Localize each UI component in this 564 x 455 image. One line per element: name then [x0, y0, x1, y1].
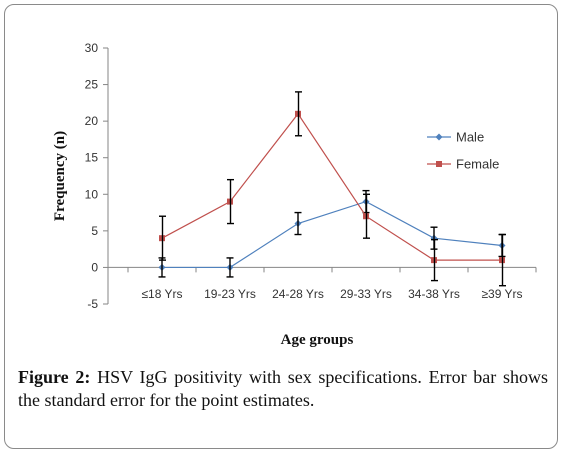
x-tick-label: 19-23 Yrs: [204, 287, 256, 301]
female-error-bar: [295, 91, 302, 137]
female-error-bar: [227, 178, 234, 225]
y-tick-label: 5: [91, 224, 98, 238]
y-tick-label: 25: [85, 78, 99, 92]
legend-item-male: Male: [427, 130, 484, 145]
y-tick-label: 15: [85, 151, 99, 165]
caption-text: HSV IgG positivity with sex specificatio…: [18, 367, 549, 410]
x-tick-label: 34-38 Yrs: [408, 287, 460, 301]
female-error-bar: [499, 233, 506, 287]
x-tick-label: 24-28 Yrs: [272, 287, 324, 301]
x-axis: ≤18 Yrs 19-23 Yrs 24-28 Yrs 29-33 Yrs 34-38 …: [108, 266, 537, 301]
female-line: [161, 112, 502, 261]
female-error-bar: [363, 193, 370, 239]
x-tick-label: ≥39 Yrs: [481, 287, 522, 301]
x-tick-label: 29-33 Yrs: [340, 287, 392, 301]
legend-item-female: Female: [427, 157, 499, 172]
male-line: [162, 200, 503, 269]
y-tick-label: -5: [87, 297, 98, 311]
legend-swatch-marker: [436, 161, 442, 167]
y-tick-label: 10: [85, 187, 99, 201]
female-error-bar: [431, 238, 438, 282]
y-tick-label: 0: [91, 260, 98, 274]
series-female: [159, 91, 506, 287]
y-tick-label: 30: [85, 41, 99, 55]
series-male: [158, 189, 506, 278]
y-tick-label: 20: [85, 114, 99, 128]
figure-caption: Figure 2: HSV IgG positivity with sex sp…: [18, 366, 548, 412]
plot-area: [158, 91, 506, 287]
caption-label: Figure 2:: [18, 367, 91, 387]
y-axis-title: Frequency (n): [52, 131, 68, 221]
legend: Male Female: [427, 130, 499, 172]
figure-frame: [4, 4, 558, 449]
male-error-bar: [294, 211, 302, 236]
legend-label: Female: [456, 157, 499, 172]
legend-swatch-marker: [435, 133, 443, 141]
x-axis-title: Age groups: [281, 332, 354, 348]
female-error-bar: [159, 215, 166, 261]
line-chart: -5 0 5 10 15 20 25 30 ≤18 Yrs 19-23 Yrs 24-28 Yrs…: [52, 41, 537, 348]
x-tick-label: ≤18 Yrs: [141, 287, 182, 301]
male-error-bar: [226, 257, 234, 278]
legend-label: Male: [456, 130, 484, 145]
y-axis: -5 0 5 10 15 20 25 30: [85, 41, 109, 311]
